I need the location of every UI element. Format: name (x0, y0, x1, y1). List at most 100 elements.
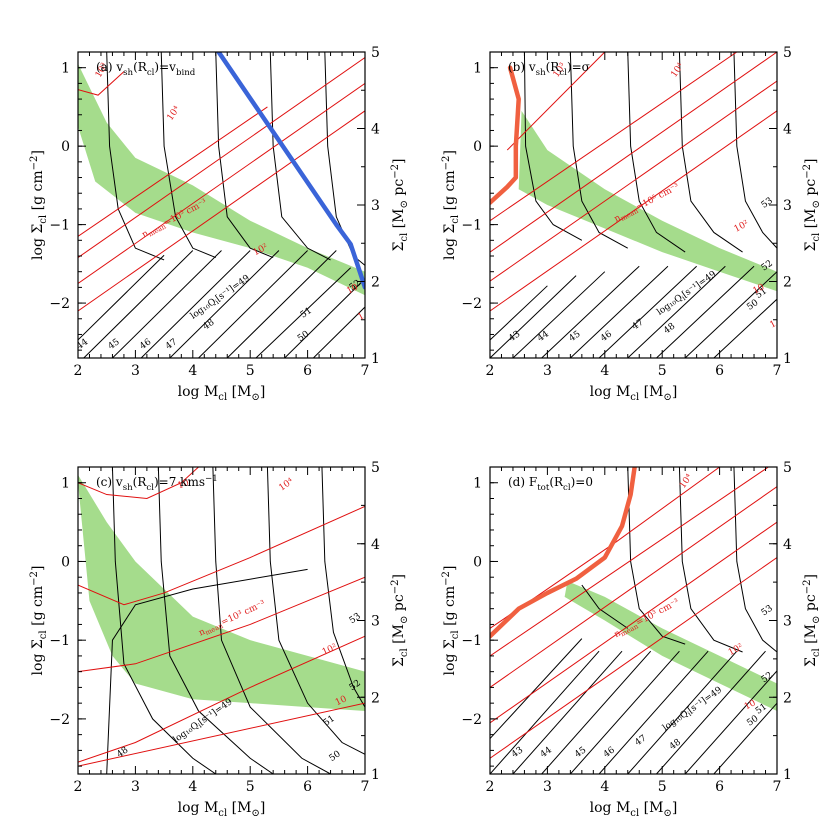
panel-c-density-label-3: 10² (321, 642, 339, 658)
panel-b-density-contour-2 (490, 52, 777, 253)
panel-d-ylabel-right-part: pc (803, 594, 819, 615)
panel-a-ylabel-left-part: log Σ (30, 224, 46, 260)
panel-d-xtick-label-4: 6 (715, 779, 724, 795)
panel-d-density-label-1-part: n (613, 628, 623, 640)
panel-d-title-part: (d) F (508, 475, 537, 489)
panel-a-ylabel-right-part: ] (391, 158, 407, 163)
panel-d-density-contour-1 (490, 521, 777, 724)
panel-c-ylabel-right-part: ] (391, 574, 407, 579)
panel-a-density-contour-1 (78, 82, 365, 284)
panel-b-xtick-label-1: 3 (543, 363, 552, 379)
panel-c-ionizing-contour-4 (266, 467, 365, 755)
panel-a-ionizing-contour-11 (160, 52, 216, 259)
panel-b-ylabel-left-part: log Σ (442, 224, 458, 260)
panel-d-ionizing-label-2: 45 (573, 745, 588, 760)
panel-d-ionizing-contour-12 (678, 467, 743, 653)
panel-b-ytick-right-label-4: 5 (783, 45, 792, 61)
panel-b-title-part: (R (546, 60, 561, 74)
panel-d-xlabel-part: log M (590, 800, 631, 816)
panel-b-ionizing-contour-2 (512, 271, 606, 358)
panel-b-ylabel-right-part: pc (803, 179, 819, 200)
panel-c-density-label-4: 10 (334, 694, 349, 708)
panel-b-xlabel-part: [M (639, 384, 663, 400)
panel-a-ytick-label-2: 0 (61, 139, 70, 155)
panel-d-ionizing-contour-2 (512, 650, 623, 774)
panel-d-ionizing-label-6-part: log₁₀Q (661, 709, 690, 734)
panel-d-ionizing-label-3: 46 (602, 745, 617, 760)
panel-d-ionizing-label-6-part: [s⁻¹]=49 (686, 685, 724, 716)
panel-d-density-contour-0 (490, 557, 777, 759)
panel-c-ionizing-label-2: 50 (328, 749, 343, 764)
panel-c-title-part: (c) v (96, 475, 123, 489)
panel-c-xtick-label-2: 4 (188, 779, 197, 795)
panel-a-ytick-label-3: 1 (61, 61, 70, 77)
panel-c-xlabel-part: cl (218, 808, 227, 819)
panel-c-ylabel-left-part: ] (30, 566, 46, 571)
panel-c-ylabel-left-part: [g cm (30, 586, 46, 630)
panel-d-title-part: )=0 (571, 475, 593, 489)
panel-d-ytick-right-label-0: 1 (783, 767, 792, 783)
panel-a-ylabel-left-part: [g cm (30, 170, 46, 214)
panel-a-ytick-right-label-3: 4 (371, 122, 380, 138)
panel-c-ylabel-right: Σcl [M⊙ pc−2] (390, 574, 410, 667)
panel-b-ionizing-contour-12 (627, 52, 686, 253)
panel-b-density-label-4: 10 (751, 282, 766, 296)
panel-b-ionizing-contour-13 (678, 52, 743, 253)
panel-b-xtick-label-3: 5 (658, 363, 667, 379)
panel-a-ylabel-left: log Σcl [g cm−2] (29, 150, 49, 260)
panel-a-title-part: cl (147, 68, 155, 78)
panel-c-xtick-label-1: 3 (131, 779, 140, 795)
panel-c-ionizing-contour-1 (111, 467, 217, 774)
panel-d-xlabel-part: ] (672, 800, 677, 816)
panel-d-ytick-right-label-3: 4 (783, 537, 792, 553)
panel-a-xtick-label-1: 3 (131, 363, 140, 379)
panel-a-xlabel-part: [M (227, 384, 251, 400)
panel-c-ionizing-contour-3 (212, 467, 331, 774)
panel-d-ylabel-left-part: [g cm (442, 586, 458, 630)
panel-a-density-label-4: 10 (345, 282, 360, 296)
panel-c-title-part: )=7 kms (154, 475, 205, 489)
panel-d-ytick-label-1: −1 (461, 633, 482, 649)
panel-a-ytick-right-label-2: 3 (371, 198, 380, 214)
panel-a-title-part: bind (176, 68, 196, 78)
panel-c-bound-band (78, 474, 365, 712)
panel-d-ionizing-label-4: 47 (633, 733, 648, 748)
panel-c-ionizing-contour-0 (106, 568, 308, 774)
panel-a-title-part: (R (133, 60, 148, 74)
panel-d-xtick-label-3: 5 (658, 779, 667, 795)
panel-c-density-contour-2 (78, 576, 365, 673)
panel-a-xlabel-part: log M (178, 384, 219, 400)
panel-a-density-contour-0 (78, 110, 365, 312)
panel-c-ylabel-left-part: log Σ (30, 639, 46, 675)
panel-d-ytick-label-2: 0 (473, 554, 482, 570)
panel-a-ionizing-label-4: 48 (201, 317, 216, 332)
panel-c-xtick-label-0: 2 (74, 779, 83, 795)
panel-d-ytick-right-label-4: 5 (783, 460, 792, 476)
panel-a-ionizing-contour-13 (269, 52, 331, 261)
panel-a-density-contour-2 (78, 57, 365, 258)
panel-b-ionizing-label-1: 44 (536, 329, 551, 344)
panel-d-ylabel-left-part: log Σ (442, 639, 458, 675)
panel-c-ytick-right-label-0: 1 (371, 767, 380, 783)
panel-d-ylabel-right: Σcl [M⊙ pc−2] (802, 574, 822, 667)
panel-b-ytick-label-1: −1 (461, 218, 482, 234)
panel-c-xlabel-part: log M (178, 800, 219, 816)
panel-b-ytick-label-3: 1 (473, 61, 482, 77)
panel-b-ylabel-left-part: −2 (441, 156, 452, 171)
panel-a-ytick-right-label-4: 5 (371, 45, 380, 61)
panel-c-ytick-label-1: −1 (49, 633, 70, 649)
panel-c-ionizing-label-1-part: [s⁻¹]=49 (197, 697, 235, 728)
panel-b-ylabel-right: Σcl [M⊙ pc−2] (802, 158, 822, 251)
panel-d-ionizing-contour-0 (490, 638, 583, 739)
panel-d-xlabel-part: [M (639, 800, 663, 816)
panel-a-ionizing-contour-2 (112, 250, 222, 358)
panel-d-ylabel-right-part: ] (803, 574, 819, 579)
panel-a-ylabel-right-part: ⊙ (399, 200, 410, 208)
panel-c-density-label-2-part: n (197, 627, 207, 639)
panel-a-ytick-right-label-1: 2 (371, 275, 380, 291)
panel-b-xlabel-part: ] (672, 384, 677, 400)
panel-a-title: (a) vsh(Rcl)=vbind (96, 60, 196, 78)
panel-b-ylabel-right-part: −2 (802, 164, 813, 179)
panel-a-ionizing-label-5-part: log₁₀Q (189, 297, 218, 322)
